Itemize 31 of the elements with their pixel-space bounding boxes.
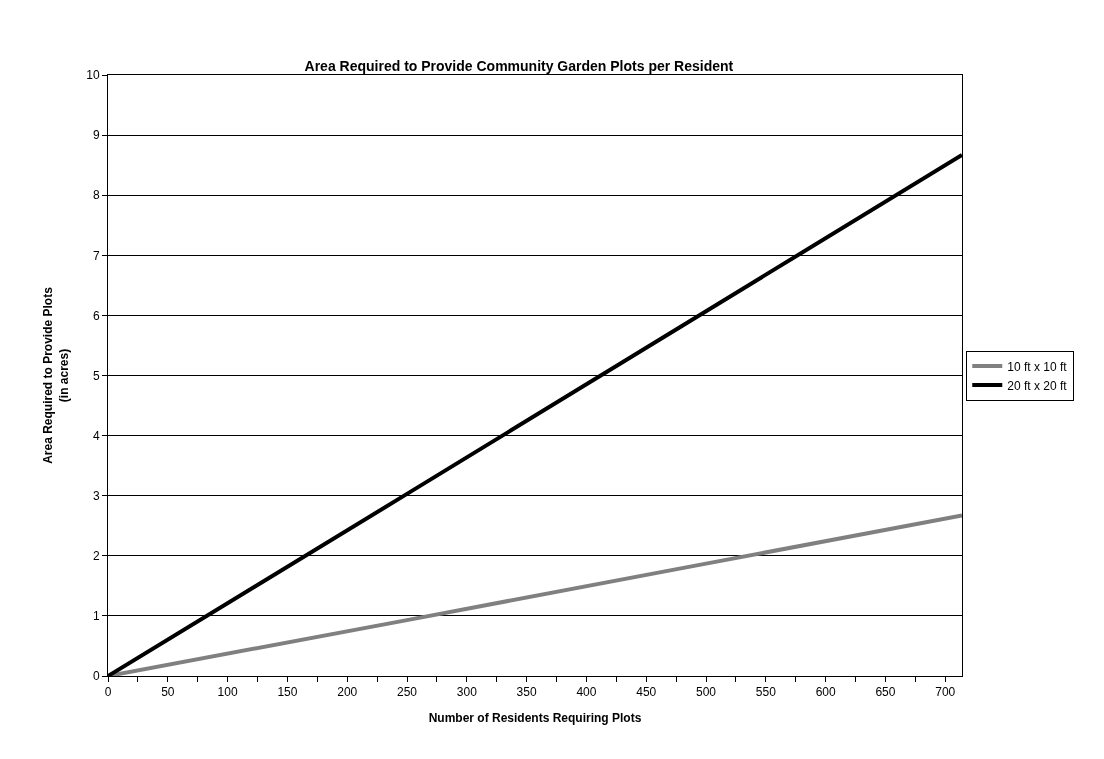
- x-tick-label: 250: [397, 685, 418, 700]
- y-tick-label: 6: [92, 308, 100, 323]
- y-tick-label: 1: [92, 609, 100, 624]
- x-tick-label: 650: [875, 685, 896, 700]
- x-tick-label: 350: [516, 685, 537, 700]
- x-tick-label: 500: [696, 685, 717, 700]
- y-tick-label: 7: [92, 248, 100, 263]
- x-tick-label: 400: [576, 685, 597, 700]
- x-tick-label: 150: [277, 685, 298, 700]
- x-tick-label: 550: [755, 685, 777, 700]
- x-tick-label: 200: [337, 685, 358, 700]
- x-tick-label: 700: [935, 685, 956, 700]
- x-tick-label: 0: [104, 685, 112, 700]
- legend-label: 20 ft x 20 ft: [1007, 378, 1068, 393]
- x-axis-title: Number of Residents Requiring Plots: [428, 711, 642, 726]
- y-axis-title: Area Required to Provide Plots (in acres): [40, 286, 71, 464]
- legend-label: 10 ft x 10 ft: [1007, 359, 1068, 374]
- y-tick-label: 3: [92, 488, 100, 503]
- x-tick-label: 600: [815, 685, 836, 700]
- y-tick-label: 4: [92, 428, 100, 443]
- x-tick-label: 100: [217, 685, 238, 700]
- y-tick-label: 8: [92, 188, 100, 203]
- chart-title: Area Required to Provide Community Garden Plots per Resident: [304, 57, 734, 74]
- y-tick-label: 10: [86, 68, 100, 83]
- y-tick-label: 0: [92, 669, 100, 684]
- y-tick-label: 9: [92, 128, 100, 143]
- x-tick-label: 300: [456, 685, 478, 700]
- x-tick-label: 450: [636, 685, 657, 700]
- y-tick-label: 5: [92, 368, 100, 383]
- x-tick-label: 50: [161, 685, 175, 700]
- y-tick-label: 2: [92, 549, 100, 563]
